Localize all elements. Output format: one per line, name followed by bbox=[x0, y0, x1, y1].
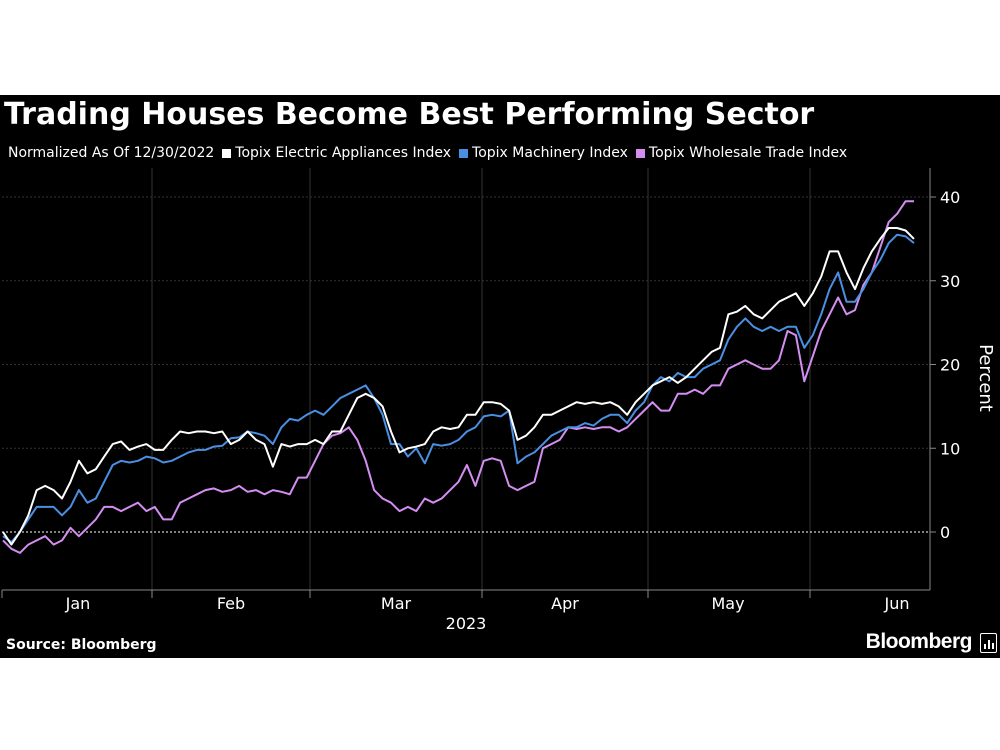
series-line-topix-electric-appliances-index bbox=[2, 227, 915, 546]
legend-label-wholesale: Topix Wholesale Trade Index bbox=[648, 145, 848, 161]
chart-panel bbox=[0, 95, 1000, 658]
chart-title: Trading Houses Become Best Performing Se… bbox=[4, 97, 815, 132]
legend-note-text: Normalized As Of 12/30/2022 bbox=[8, 145, 215, 161]
legend-label-machinery: Topix Machinery Index bbox=[472, 145, 628, 161]
bloomberg-icon bbox=[980, 633, 997, 653]
legend-note: Normalized As Of 12/30/2022 bbox=[8, 145, 214, 161]
legend-swatch-electric bbox=[222, 148, 232, 158]
brand-logo: Bloomberg bbox=[865, 630, 973, 653]
legend: Normalized As Of 12/30/2022 Topix Electr… bbox=[8, 145, 855, 161]
y-tick-label: 20 bbox=[940, 356, 960, 375]
legend-item-machinery: Topix Machinery Index bbox=[459, 145, 628, 161]
x-tick-label: Mar bbox=[381, 594, 412, 613]
legend-item-wholesale: Topix Wholesale Trade Index bbox=[635, 145, 848, 161]
legend-swatch-wholesale bbox=[635, 148, 645, 158]
series-line-topix-machinery-index bbox=[2, 233, 915, 544]
x-tick-label: Apr bbox=[551, 594, 579, 613]
x-tick-label: Feb bbox=[217, 594, 245, 613]
line-chart: 0 10 20 30 40 Percent Jan Feb Mar Apr May Jun 2023 bbox=[1, 168, 996, 633]
x-year-label: 2023 bbox=[446, 614, 487, 633]
y-tick-label: 10 bbox=[940, 439, 960, 458]
legend-label-electric: Topix Electric Appliances Index bbox=[235, 145, 452, 161]
y-tick-label: 40 bbox=[940, 188, 960, 207]
legend-swatch-machinery bbox=[459, 148, 469, 158]
y-axis-label: Percent bbox=[975, 344, 996, 412]
x-tick-label: May bbox=[711, 594, 744, 613]
series-line-topix-wholesale-trade-index bbox=[2, 200, 914, 554]
y-tick-label: 30 bbox=[940, 272, 960, 291]
x-tick-label: Jun bbox=[884, 594, 910, 613]
x-tick-label: Jan bbox=[65, 594, 91, 613]
source-note: Source: Bloomberg bbox=[6, 637, 157, 653]
legend-item-electric: Topix Electric Appliances Index bbox=[222, 145, 451, 161]
y-tick-label: 0 bbox=[940, 523, 950, 542]
